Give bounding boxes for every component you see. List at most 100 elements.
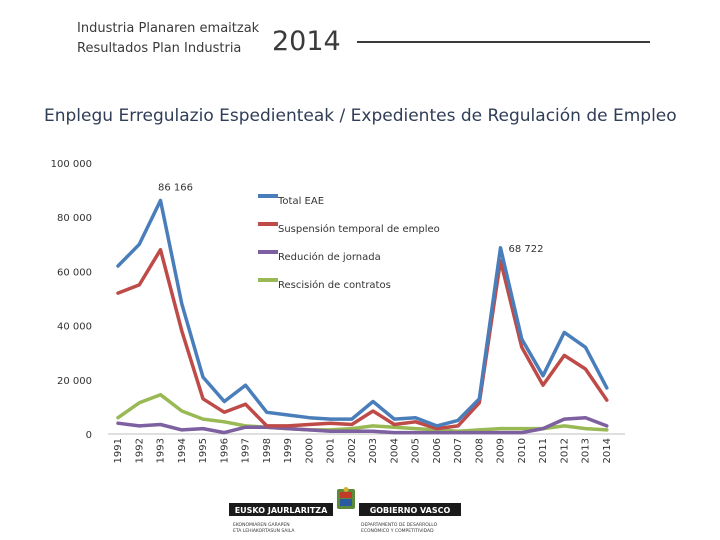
data-point-s1-2002: [350, 418, 353, 421]
data-point-s4-2009: [499, 427, 502, 430]
series-line-4: [116, 392, 609, 434]
data-point-s4-1991: [117, 416, 120, 419]
right-dept-line-1: DEPARTAMENTO DE DESARROLLO: [361, 522, 438, 528]
data-point-s3-2008: [478, 431, 481, 434]
data-point-s4-2013: [584, 427, 587, 430]
x-tick-label-1992: 1992: [134, 438, 145, 463]
x-tick-label-2009: 2009: [496, 438, 507, 463]
y-tick-label-0: 0: [86, 430, 92, 441]
x-tick-label-2011: 2011: [538, 438, 549, 463]
series-line-2: [116, 247, 609, 431]
data-point-s3-1995: [202, 427, 205, 430]
data-point-s2-2005: [414, 420, 417, 423]
data-point-s4-1997: [244, 424, 247, 427]
data-point-s3-1991: [117, 422, 120, 425]
data-label-1993: 86 166: [158, 182, 193, 193]
series-line-1: [116, 198, 609, 428]
data-point-s2-2007: [457, 424, 460, 427]
data-point-s3-2013: [584, 416, 587, 419]
header-rule: [357, 41, 650, 43]
data-point-s1-1994: [180, 302, 183, 305]
x-tick-label-2002: 2002: [347, 438, 358, 463]
data-point-s1-1995: [202, 376, 205, 379]
y-tick-label-60000: 60 000: [57, 267, 92, 278]
data-point-s2-2004: [393, 423, 396, 426]
data-point-s4-2012: [563, 424, 566, 427]
data-point-s4-1992: [138, 401, 141, 404]
x-tick-label-2001: 2001: [326, 438, 337, 463]
data-point-s2-1991: [117, 292, 120, 295]
data-point-s3-2010: [520, 431, 523, 434]
data-point-s4-2006: [435, 428, 438, 431]
data-point-s2-2002: [350, 423, 353, 426]
y-tick-label-40000: 40 000: [57, 322, 92, 333]
data-point-s1-1997: [244, 384, 247, 387]
data-point-s1-2003: [372, 400, 375, 403]
footer-logo: EUSKO JAURLARITZA GOBIERNO VASCO EKONOMI…: [229, 487, 461, 534]
data-point-s1-2012: [563, 331, 566, 334]
x-tick-label-2006: 2006: [432, 438, 443, 463]
data-point-s4-2008: [478, 428, 481, 431]
data-point-s2-1995: [202, 397, 205, 400]
data-point-s4-1994: [180, 410, 183, 413]
data-point-s4-1993: [159, 393, 162, 396]
data-point-s2-2011: [542, 384, 545, 387]
y-tick-label-100000: 100 000: [51, 159, 92, 170]
x-tick-label-2007: 2007: [453, 438, 464, 463]
data-point-s2-1992: [138, 283, 141, 286]
data-point-s2-2012: [563, 354, 566, 357]
x-tick-label-2003: 2003: [368, 438, 379, 463]
data-point-s2-2008: [478, 401, 481, 404]
x-tick-label-1993: 1993: [156, 438, 167, 463]
x-tick-label-2014: 2014: [602, 438, 613, 463]
data-label-2009: 68 722: [509, 244, 544, 255]
data-point-s1-1996: [223, 400, 226, 403]
data-point-s3-2012: [563, 418, 566, 421]
legend-label-3: Redución de jornada: [278, 251, 381, 263]
data-point-s2-1996: [223, 411, 226, 414]
right-brand-text: GOBIERNO VASCO: [370, 506, 451, 515]
data-point-s4-1999: [287, 427, 290, 430]
data-point-s4-1996: [223, 420, 226, 423]
data-point-s2-1997: [244, 403, 247, 406]
data-point-s1-2013: [584, 346, 587, 349]
data-point-s1-1991: [117, 265, 120, 268]
data-point-s4-1995: [202, 418, 205, 421]
x-tick-label-2012: 2012: [559, 438, 570, 463]
left-dept-line-1: EKONOMIAREN GARAPEN: [233, 522, 290, 528]
data-point-s4-2004: [393, 426, 396, 429]
data-point-s1-2008: [478, 397, 481, 400]
x-tick-label-1997: 1997: [241, 438, 252, 463]
x-tick-label-1998: 1998: [262, 438, 273, 463]
right-brand-bar: [359, 503, 461, 516]
coat-of-arms-icon: [337, 487, 355, 509]
data-point-s1-2010: [520, 338, 523, 341]
data-point-s2-2003: [372, 410, 375, 413]
data-point-s1-2009: [499, 246, 502, 249]
data-point-s3-1992: [138, 424, 141, 427]
data-point-s4-2014: [605, 428, 608, 431]
data-point-s3-2006: [435, 431, 438, 434]
x-tick-label-1991: 1991: [113, 438, 124, 463]
series-line-3: [116, 415, 609, 435]
data-point-s4-2007: [457, 430, 460, 433]
data-point-s4-2005: [414, 427, 417, 430]
legend-label-1: Total EAE: [277, 196, 324, 207]
header-line-1: Industria Planaren emaitzak: [77, 21, 260, 36]
x-tick-label-2000: 2000: [304, 438, 315, 463]
data-point-s1-2006: [435, 424, 438, 427]
data-point-s4-2003: [372, 424, 375, 427]
data-point-s4-2000: [308, 428, 311, 431]
data-point-s1-2007: [457, 419, 460, 422]
data-point-s3-1993: [159, 423, 162, 426]
data-point-s4-1998: [265, 426, 268, 429]
data-point-s4-2011: [542, 427, 545, 430]
data-point-s2-2000: [308, 423, 311, 426]
data-point-s3-2003: [372, 430, 375, 433]
data-point-s3-1996: [223, 431, 226, 434]
data-point-s1-1999: [287, 414, 290, 417]
x-tick-label-2005: 2005: [411, 438, 422, 463]
data-point-s1-2001: [329, 418, 332, 421]
data-point-s3-2004: [393, 431, 396, 434]
data-point-s1-1992: [138, 243, 141, 246]
